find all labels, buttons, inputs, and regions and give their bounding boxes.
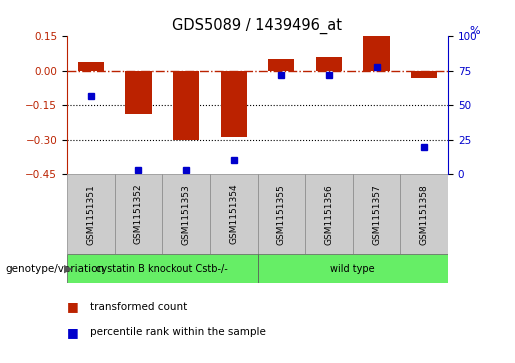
Bar	[353, 174, 401, 254]
Bar	[67, 254, 258, 283]
Text: GSM1151352: GSM1151352	[134, 184, 143, 245]
Text: GSM1151358: GSM1151358	[420, 184, 428, 245]
Bar	[125, 71, 151, 114]
Title: GDS5089 / 1439496_at: GDS5089 / 1439496_at	[173, 17, 342, 33]
Text: genotype/variation: genotype/variation	[5, 264, 104, 274]
Text: GSM1151354: GSM1151354	[229, 184, 238, 245]
Text: ■: ■	[67, 300, 79, 313]
Text: GSM1151357: GSM1151357	[372, 184, 381, 245]
Text: GSM1151356: GSM1151356	[324, 184, 333, 245]
Text: transformed count: transformed count	[90, 302, 187, 312]
Text: GSM1151355: GSM1151355	[277, 184, 286, 245]
Bar	[173, 71, 199, 140]
Bar	[364, 36, 390, 71]
Text: wild type: wild type	[331, 264, 375, 274]
Bar	[401, 174, 448, 254]
Bar	[258, 174, 305, 254]
Bar	[258, 254, 448, 283]
Bar	[220, 71, 247, 138]
Text: %: %	[469, 26, 479, 36]
Text: percentile rank within the sample: percentile rank within the sample	[90, 327, 266, 337]
Bar	[411, 71, 437, 78]
Bar	[162, 174, 210, 254]
Text: ▶: ▶	[64, 264, 73, 274]
Bar	[268, 59, 295, 71]
Bar	[316, 57, 342, 71]
Bar	[67, 174, 115, 254]
Bar	[114, 174, 162, 254]
Text: GSM1151353: GSM1151353	[182, 184, 191, 245]
Text: cystatin B knockout Cstb-/-: cystatin B knockout Cstb-/-	[96, 264, 228, 274]
Bar	[78, 62, 104, 71]
Bar	[305, 174, 353, 254]
Text: GSM1151351: GSM1151351	[87, 184, 95, 245]
Text: ■: ■	[67, 326, 79, 339]
Bar	[210, 174, 258, 254]
